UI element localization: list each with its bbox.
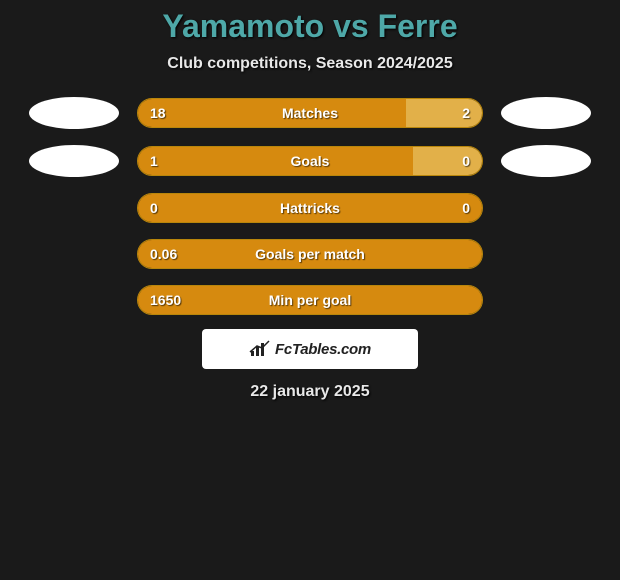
stat-bar: 18 2 Matches bbox=[137, 98, 483, 128]
stat-row: 0 0 Hattricks bbox=[0, 193, 620, 223]
stat-value-right: 2 bbox=[462, 105, 470, 121]
stat-row: 0.06 Goals per match bbox=[0, 239, 620, 269]
stat-value-right: 0 bbox=[462, 153, 470, 169]
page-subtitle: Club competitions, Season 2024/2025 bbox=[167, 55, 452, 73]
stat-value-right: 0 bbox=[462, 200, 470, 216]
brand-label: FcTables.com bbox=[275, 341, 371, 358]
player-avatar-left bbox=[29, 97, 119, 129]
stat-row: 18 2 Matches bbox=[0, 97, 620, 129]
stat-value-left: 0 bbox=[150, 200, 158, 216]
stat-bar: 1 0 Goals bbox=[137, 146, 483, 176]
bar-segment-left bbox=[138, 99, 406, 127]
stat-bar: 1650 Min per goal bbox=[137, 285, 483, 315]
stat-label: Hattricks bbox=[280, 200, 340, 216]
page-title: Yamamoto vs Ferre bbox=[162, 8, 457, 45]
snapshot-date: 22 january 2025 bbox=[250, 383, 369, 401]
stat-label: Matches bbox=[282, 105, 338, 121]
player-avatar-right bbox=[501, 145, 591, 177]
player-avatar-left bbox=[29, 145, 119, 177]
stat-label: Min per goal bbox=[269, 292, 351, 308]
bar-segment-right bbox=[406, 99, 482, 127]
stat-bar: 0.06 Goals per match bbox=[137, 239, 483, 269]
comparison-card: Yamamoto vs Ferre Club competitions, Sea… bbox=[0, 0, 620, 401]
stat-label: Goals bbox=[291, 153, 330, 169]
stat-row: 1 0 Goals bbox=[0, 145, 620, 177]
chart-icon bbox=[249, 340, 271, 358]
stat-bar: 0 0 Hattricks bbox=[137, 193, 483, 223]
stat-label: Goals per match bbox=[255, 246, 365, 262]
stats-list: 18 2 Matches 1 0 Goals 0 0 Hattricks 0.06 Goals pe… bbox=[0, 97, 620, 315]
player-avatar-right bbox=[501, 97, 591, 129]
stat-value-left: 0.06 bbox=[150, 246, 177, 262]
bar-segment-right bbox=[413, 147, 482, 175]
stat-value-left: 18 bbox=[150, 105, 166, 121]
bar-segment-left bbox=[138, 147, 413, 175]
stat-row: 1650 Min per goal bbox=[0, 285, 620, 315]
brand-badge[interactable]: FcTables.com bbox=[202, 329, 418, 369]
stat-value-left: 1650 bbox=[150, 292, 181, 308]
stat-value-left: 1 bbox=[150, 153, 158, 169]
